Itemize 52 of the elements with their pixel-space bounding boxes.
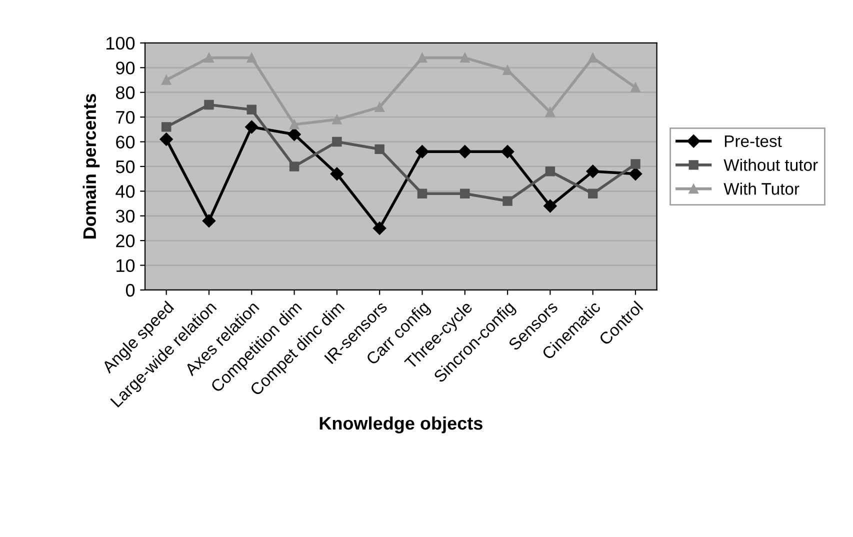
point [374, 144, 384, 154]
y-tick-label: 50 [116, 160, 135, 174]
point [630, 82, 640, 92]
point [502, 196, 512, 206]
point [374, 102, 384, 112]
point [544, 199, 557, 213]
point [288, 128, 301, 141]
point [332, 136, 342, 147]
point [545, 166, 556, 176]
point [586, 164, 600, 178]
point [330, 167, 344, 180]
point [161, 122, 172, 132]
point [416, 145, 429, 158]
point [458, 145, 472, 158]
legend-label: Pre-test [724, 135, 782, 148]
point [204, 100, 214, 110]
point [202, 214, 216, 228]
y-tick-label: 10 [116, 259, 135, 272]
point [588, 52, 598, 63]
y-tick-label: 0 [126, 284, 135, 297]
y-tick-label: 20 [116, 234, 135, 248]
point [460, 188, 470, 199]
point [628, 167, 642, 180]
y-tick-label: 70 [116, 111, 135, 124]
point [161, 75, 172, 85]
y-tick-label: 40 [116, 185, 135, 198]
point [588, 188, 598, 199]
point [630, 159, 640, 169]
x-axis-title: Knowledge objects [320, 416, 482, 434]
point [160, 132, 173, 146]
point [204, 52, 214, 63]
point [417, 52, 428, 63]
point [372, 222, 386, 235]
y-tick-label: 100 [106, 36, 135, 50]
point [545, 107, 556, 117]
point [502, 65, 512, 75]
point [289, 162, 300, 172]
legend-label: With Tutor [724, 182, 800, 195]
legend-label: Without tutor [724, 158, 818, 171]
point [460, 52, 470, 63]
y-tick-label: 30 [116, 210, 135, 223]
y-tick-label: 60 [116, 136, 135, 148]
y-tick-label: 90 [116, 62, 135, 74]
point [245, 120, 258, 134]
point [417, 188, 428, 199]
point [246, 52, 256, 63]
point [332, 114, 342, 124]
point [500, 145, 514, 158]
y-axis-title: Domain percents [82, 94, 100, 239]
y-tick-label: 80 [116, 86, 135, 100]
point [289, 120, 300, 130]
point [246, 104, 256, 115]
